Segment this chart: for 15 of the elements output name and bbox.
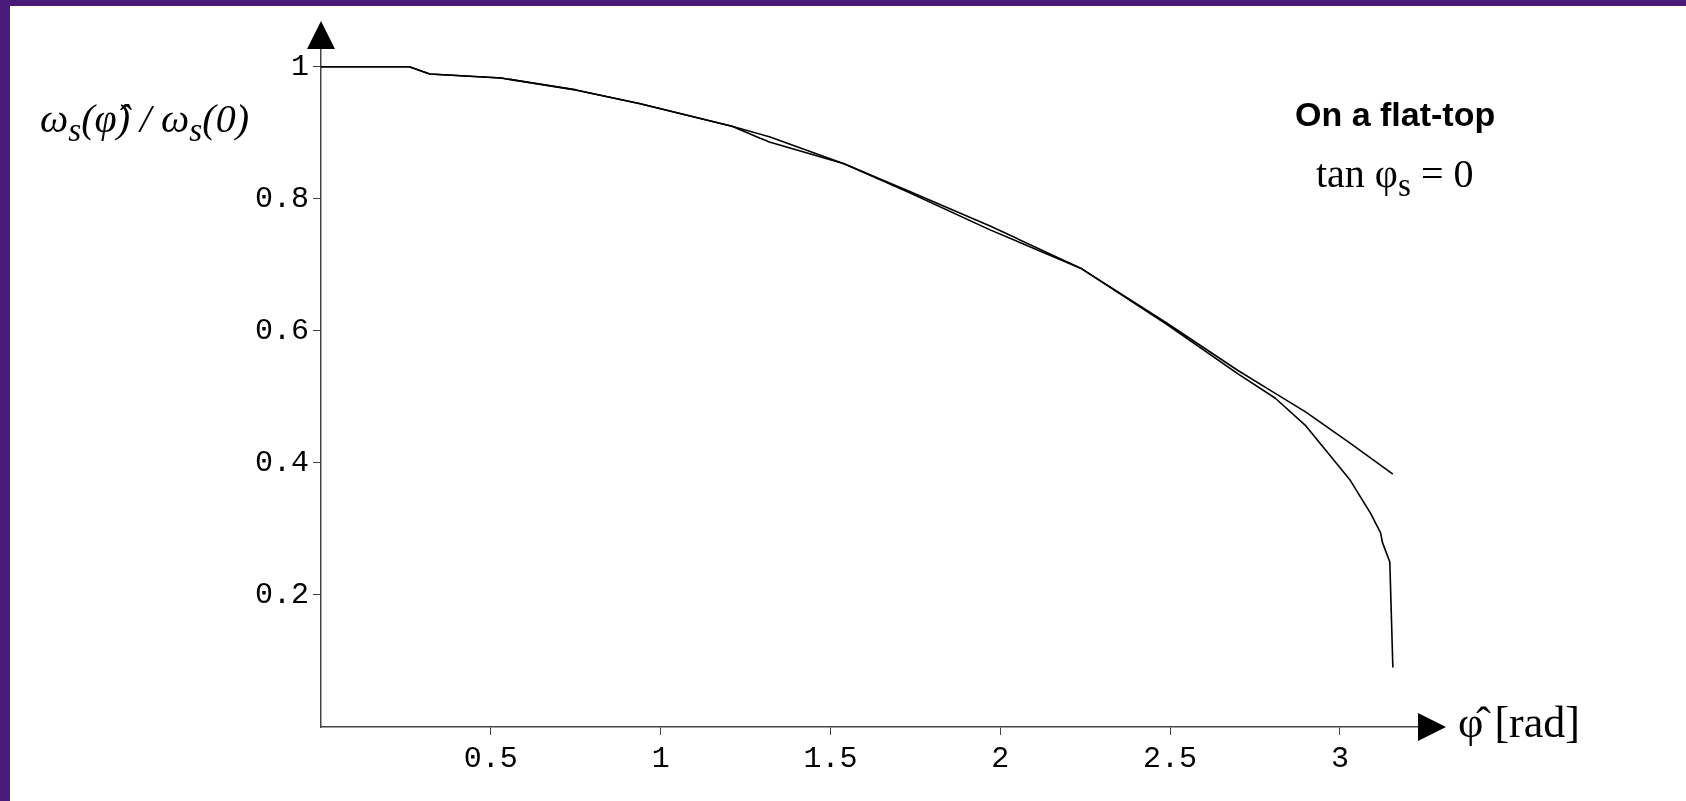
annotation: On a flat-top (1295, 95, 1496, 134)
x-tick-label: 0.5 (463, 741, 518, 776)
x-tick-label: 1.5 (803, 741, 858, 776)
y-tick-label: 0.6 (254, 313, 309, 348)
y-tick-label: 0.2 (254, 577, 309, 612)
x-axis-title: φ̂ [rad] (1458, 697, 1580, 748)
annotation: tan φ$_{s}$ = 0 (1316, 150, 1474, 204)
x-tick-label: 2.5 (1143, 741, 1198, 776)
y-axis-title: ω$_{s}$(φ̂) / ω$_{s}$(0) (40, 95, 249, 149)
x-tick-label: 3 (1330, 741, 1349, 776)
y-tick-label: 1 (290, 49, 309, 84)
x-tick-label: 2 (991, 741, 1010, 776)
y-tick-label: 0.4 (254, 445, 309, 480)
x-tick-label: 1 (651, 741, 670, 776)
y-tick-label: 0.8 (254, 181, 309, 216)
